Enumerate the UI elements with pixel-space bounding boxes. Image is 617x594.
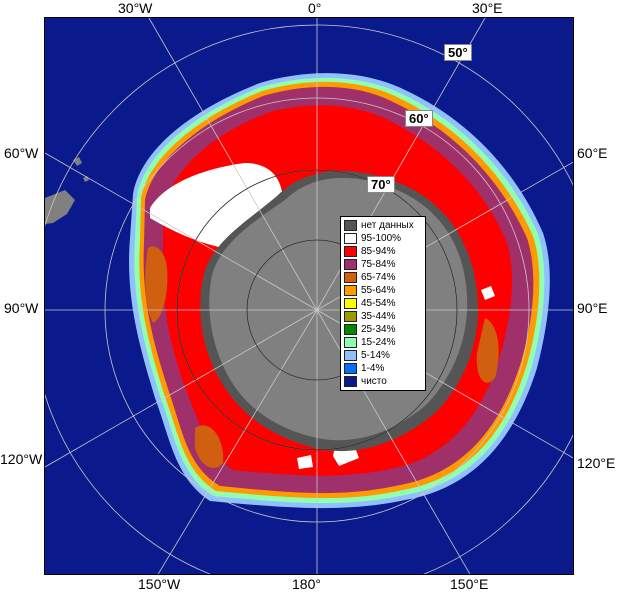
lon-label-90w: 90°W <box>4 300 39 316</box>
legend-label: нет данных <box>361 220 414 231</box>
legend-item: 75-84% <box>344 258 422 271</box>
legend-label: 1-4% <box>361 363 385 374</box>
lon-label-30e-top: 30°E <box>472 0 503 16</box>
lon-label-120w: 120°W <box>0 451 43 467</box>
legend-label: 95-100% <box>361 233 402 244</box>
lon-label-90e: 90°E <box>577 300 608 316</box>
lat-label-60: 60° <box>405 110 433 127</box>
ice-orange-patch-sw <box>195 425 224 468</box>
lon-label-180: 180° <box>292 576 321 592</box>
map-frame <box>44 17 574 575</box>
legend-swatch <box>344 324 357 335</box>
legend-swatch <box>344 311 357 322</box>
legend-item: 25-34% <box>344 323 422 336</box>
legend-item: 85-94% <box>344 245 422 258</box>
legend-swatch <box>344 337 357 348</box>
legend-label: 25-34% <box>361 324 396 335</box>
legend-item: нет данных <box>344 219 422 232</box>
legend-swatch <box>344 298 357 309</box>
land-south-america <box>45 190 75 224</box>
lon-label-30w-top: 30°W <box>118 0 153 16</box>
lon-label-60w: 60°W <box>4 145 39 161</box>
legend-label: 55-64% <box>361 285 396 296</box>
ice-full-e <box>481 286 495 300</box>
legend-swatch <box>344 220 357 231</box>
lon-label-150e: 150°E <box>450 576 489 592</box>
legend-label: 35-44% <box>361 311 396 322</box>
legend-item: 45-54% <box>344 297 422 310</box>
legend-item: 1-4% <box>344 362 422 375</box>
legend-swatch <box>344 285 357 296</box>
legend-item: 95-100% <box>344 232 422 245</box>
legend-item: 15-24% <box>344 336 422 349</box>
legend: нет данных 95-100% 85-94% 75-84% 65-74% 55-64… <box>340 216 426 391</box>
land-islands <box>73 157 89 182</box>
legend-swatch <box>344 233 357 244</box>
ice-orange-patch-e <box>476 318 499 383</box>
lon-label-60e: 60°E <box>577 145 608 161</box>
lon-label-120e: 120°E <box>577 455 616 471</box>
legend-label: 65-74% <box>361 272 396 283</box>
legend-item: чисто <box>344 375 422 388</box>
legend-label: 85-94% <box>361 246 396 257</box>
legend-label: 45-54% <box>361 298 396 309</box>
ice-orange-patch-w <box>145 246 168 323</box>
legend-label: 5-14% <box>361 350 390 361</box>
lon-label-150w: 150°W <box>138 576 181 592</box>
legend-swatch <box>344 246 357 257</box>
sea-ice-map <box>45 18 573 574</box>
legend-label: чисто <box>361 376 387 387</box>
legend-swatch <box>344 376 357 387</box>
lon-label-0-top: 0° <box>308 0 322 16</box>
legend-item: 65-74% <box>344 271 422 284</box>
legend-swatch <box>344 350 357 361</box>
legend-label: 15-24% <box>361 337 396 348</box>
legend-label: 75-84% <box>361 259 396 270</box>
legend-item: 55-64% <box>344 284 422 297</box>
legend-swatch <box>344 272 357 283</box>
legend-swatch <box>344 259 357 270</box>
legend-item: 35-44% <box>344 310 422 323</box>
lat-label-50: 50° <box>444 44 472 61</box>
lat-label-70: 70° <box>367 176 395 193</box>
legend-item: 5-14% <box>344 349 422 362</box>
legend-swatch <box>344 363 357 374</box>
